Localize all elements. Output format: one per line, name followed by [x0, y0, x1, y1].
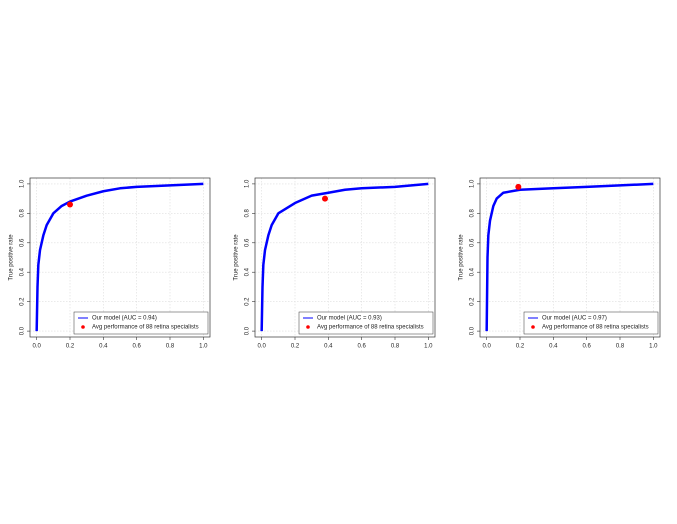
legend-box	[298, 311, 434, 335]
legend-label: Avg performance of 88 retina specialists	[92, 325, 199, 331]
y-tick-label: 0.0	[245, 326, 251, 335]
roc-curve	[485, 182, 654, 332]
legend-label: Avg performance of 88 retina specialists	[317, 325, 424, 331]
y-tick-label: 1.0	[470, 179, 476, 188]
y-axis-label: True positive rate	[459, 234, 465, 281]
plot-frame	[29, 177, 211, 338]
y-tick-label: 0.0	[470, 326, 476, 335]
plot-frame	[254, 177, 436, 338]
y-tick-label: 0.6	[470, 238, 476, 247]
y-axis-label: True positive rate	[9, 234, 15, 281]
roc-curve	[35, 182, 204, 332]
x-tick-label: 1.0	[199, 344, 208, 350]
legend-label: Our model (AUC = 0.97)	[542, 316, 607, 322]
legend-swatch	[531, 325, 535, 329]
y-tick-label: 0.6	[245, 238, 251, 247]
chart-panel: 0.0 0.2 0.4 0.6 0.8 1.0 0.0 0.2 0.4 0.6 0.8 1.0 True…	[459, 177, 661, 350]
x-tick-label: 0.0	[482, 344, 491, 350]
legend-label: Our model (AUC = 0.94)	[92, 316, 157, 322]
chart-panel: 0.0 0.2 0.4 0.6 0.8 1.0 0.0 0.2 0.4 0.6 0.8 1.0 True…	[234, 177, 436, 350]
plot-frame	[479, 177, 661, 338]
x-tick-label: 0.8	[616, 344, 625, 350]
y-tick-label: 0.4	[245, 267, 251, 276]
x-tick-label: 1.0	[424, 344, 433, 350]
x-tick-label: 0.4	[324, 344, 333, 350]
specialist-point	[67, 201, 73, 208]
x-tick-label: 0.4	[99, 344, 108, 350]
x-tick-label: 0.2	[66, 344, 75, 350]
x-tick-label: 0.6	[357, 344, 366, 350]
y-tick-label: 0.8	[20, 209, 26, 218]
y-axis-label: True positive rate	[234, 234, 240, 281]
legend-box	[73, 311, 209, 335]
y-tick-label: 0.2	[470, 297, 476, 306]
x-tick-label: 0.6	[132, 344, 141, 350]
legend-swatch	[306, 325, 310, 329]
x-tick-label: 0.0	[32, 344, 41, 350]
y-tick-label: 0.0	[20, 326, 26, 335]
y-tick-label: 0.8	[470, 209, 476, 218]
x-tick-label: 0.6	[582, 344, 591, 350]
x-tick-label: 0.2	[291, 344, 300, 350]
x-tick-label: 0.0	[257, 344, 266, 350]
y-tick-label: 0.4	[470, 267, 476, 276]
y-tick-label: 0.2	[20, 297, 26, 306]
specialist-point	[515, 183, 522, 190]
chart-panel: 0.0 0.2 0.4 0.6 0.8 1.0 0.0 0.2 0.4 0.6 0.8 1.0 True…	[9, 177, 211, 350]
roc-curve	[260, 182, 429, 332]
x-tick-label: 0.4	[549, 344, 558, 350]
y-tick-label: 0.6	[20, 238, 26, 247]
x-tick-label: 1.0	[649, 344, 658, 350]
specialist-point	[322, 195, 328, 202]
legend-swatch	[81, 325, 85, 329]
y-tick-label: 0.8	[245, 209, 251, 218]
x-tick-label: 0.8	[166, 344, 175, 350]
y-tick-label: 0.2	[245, 297, 251, 306]
y-tick-label: 0.4	[20, 267, 26, 276]
legend-label: Avg performance of 88 retina specialists	[542, 325, 649, 331]
x-tick-label: 0.2	[516, 344, 525, 350]
y-tick-label: 1.0	[20, 179, 26, 188]
legend-box	[523, 311, 659, 335]
legend-label: Our model (AUC = 0.93)	[317, 316, 382, 322]
x-tick-label: 0.8	[391, 344, 400, 350]
y-tick-label: 1.0	[245, 179, 251, 188]
